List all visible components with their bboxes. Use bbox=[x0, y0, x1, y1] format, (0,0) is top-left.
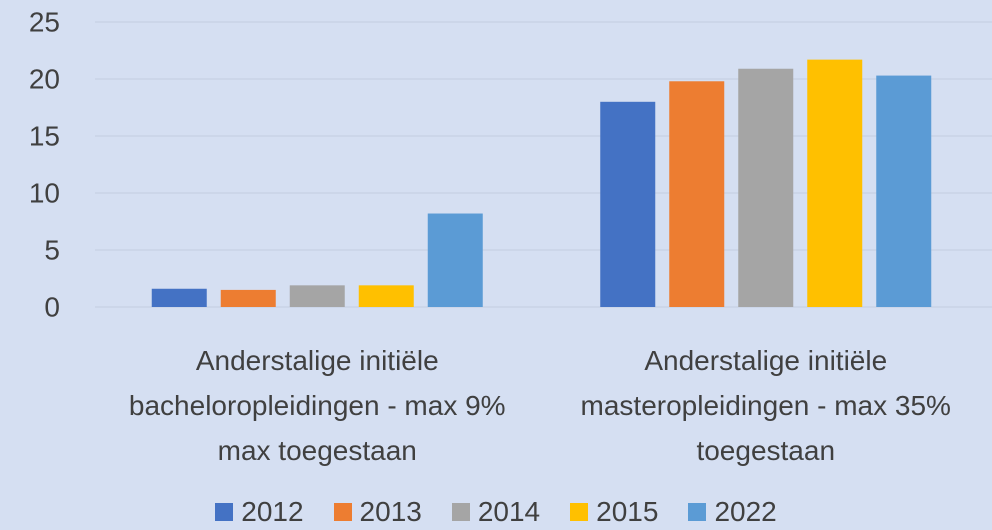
bar bbox=[600, 101, 656, 307]
bar bbox=[427, 213, 483, 307]
legend-swatch bbox=[688, 503, 707, 521]
legend-label: 2012 bbox=[241, 496, 304, 527]
bar bbox=[358, 285, 414, 307]
x-tick-label: Anderstalige initiële masteropleidingen … bbox=[580, 345, 951, 466]
legend-item: 2013 bbox=[333, 496, 422, 528]
legend-item: 2022 bbox=[688, 496, 777, 528]
legend-item: 2012 bbox=[215, 496, 304, 528]
legend-label: 2015 bbox=[596, 496, 659, 527]
bar bbox=[151, 288, 207, 307]
legend-item: 2014 bbox=[451, 496, 541, 528]
y-tick-label: 20 bbox=[29, 63, 60, 94]
legend-label: 2022 bbox=[714, 496, 777, 527]
legend-label: 2014 bbox=[477, 496, 541, 527]
y-tick-label: 15 bbox=[29, 120, 60, 151]
x-tick-label: Anderstalige initiële bacheloropleidinge… bbox=[128, 345, 506, 466]
legend-swatch bbox=[451, 503, 470, 521]
legend-swatch bbox=[215, 503, 234, 521]
y-tick-label: 25 bbox=[29, 6, 60, 37]
y-tick-label: 5 bbox=[44, 234, 60, 265]
legend-swatch bbox=[570, 503, 589, 521]
legend: 2012 2013 2014 2015 2022 bbox=[0, 496, 992, 528]
bar bbox=[876, 75, 932, 307]
legend-swatch bbox=[333, 503, 352, 521]
bar bbox=[220, 289, 276, 307]
bar bbox=[807, 59, 863, 308]
y-tick-label: 10 bbox=[29, 177, 60, 208]
legend-label: 2013 bbox=[359, 496, 422, 527]
bar bbox=[669, 81, 725, 307]
bar bbox=[289, 285, 345, 307]
y-tick-label: 0 bbox=[44, 291, 60, 322]
bar bbox=[738, 68, 794, 308]
legend-item: 2015 bbox=[570, 496, 658, 528]
